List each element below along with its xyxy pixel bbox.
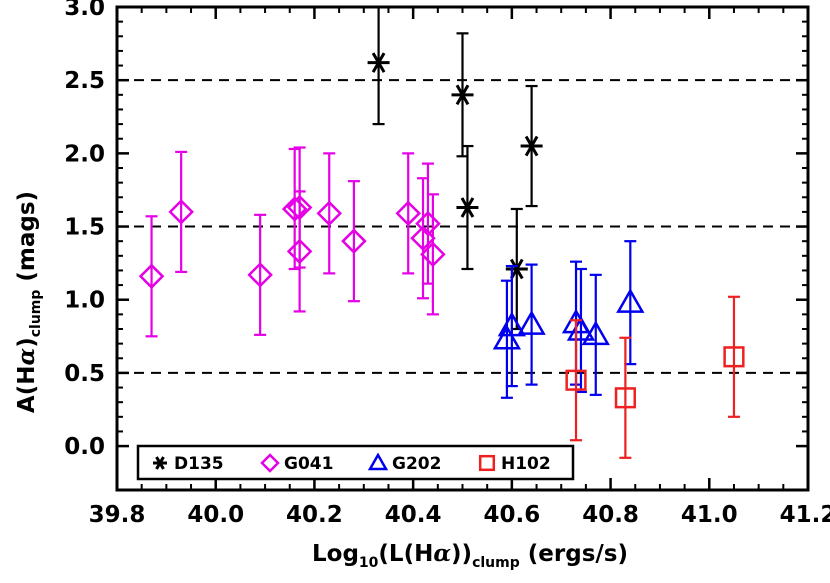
plot-frame [115, 5, 810, 492]
series-d135 [367, 7, 543, 331]
y-tick-label-6: 3.0 [64, 0, 105, 21]
data-point-d135-4 [505, 258, 528, 280]
data-point-g202-2 [517, 310, 546, 335]
legend-label-d135: D135 [174, 454, 224, 474]
y-tick-label-1: 0.5 [64, 361, 105, 387]
x-tick-label-3: 40.4 [385, 502, 442, 528]
data-point-h102-0 [565, 369, 587, 391]
data-point-g041-11 [420, 241, 446, 268]
legend-marker-d135 [153, 456, 167, 470]
data-point-d135-0 [367, 52, 390, 73]
x-tick-label-7: 41.2 [780, 502, 830, 528]
x-tick-label-0: 39.8 [89, 502, 146, 528]
data-point-g202-5 [581, 320, 610, 346]
data-point-h102-2 [723, 346, 745, 368]
legend-label-g041: G041 [284, 454, 333, 474]
x-axis-title: Log10(L(Hα))clump (ergs/s) [312, 540, 628, 571]
y-axis-title: A(Hα)clump (mags) [13, 191, 44, 413]
asterisk-stroke [455, 84, 470, 106]
legend-label-h102: H102 [501, 454, 551, 474]
y-tick-label-4: 2.0 [64, 141, 105, 167]
legend-box [136, 444, 575, 481]
data-point-g041-0 [138, 263, 165, 290]
y-tick-label-3: 1.5 [64, 215, 105, 241]
y-tick-label-5: 2.5 [64, 68, 105, 94]
x-tick-label-2: 40.2 [286, 502, 343, 528]
legend-marker-g202 [367, 452, 389, 471]
data-point-g041-6 [316, 200, 343, 227]
data-point-g041-10 [415, 210, 441, 237]
legend-marker-g041 [260, 453, 280, 473]
series-h102 [565, 295, 745, 459]
y-tick-label-0: 0.0 [64, 434, 105, 460]
series-g041 [138, 146, 446, 338]
asterisk-stroke [155, 456, 165, 470]
data-point-g041-8 [395, 200, 421, 227]
data-point-g202-1 [497, 311, 527, 337]
y-tick-label-2: 1.0 [64, 288, 105, 314]
data-point-g041-3 [281, 196, 308, 222]
data-point-g041-9 [410, 225, 436, 252]
data-point-g041-7 [341, 228, 367, 254]
x-tick-label-1: 40.0 [187, 502, 244, 528]
asterisk-stroke [460, 197, 475, 218]
legend-marker-h102 [478, 454, 496, 472]
data-point-g041-1 [168, 199, 194, 225]
data-point-g202-6 [616, 288, 645, 313]
data-point-d135-3 [520, 135, 543, 157]
legend-label-g202: G202 [392, 454, 441, 474]
data-point-g041-2 [247, 262, 273, 288]
x-tick-label-5: 40.8 [582, 502, 639, 528]
asterisk-stroke [524, 135, 539, 157]
x-tick-label-4: 40.6 [483, 502, 540, 528]
data-point-g041-5 [286, 238, 313, 265]
asterisk-stroke [371, 52, 386, 73]
x-tick-label-6: 41.0 [681, 502, 738, 528]
data-point-d135-2 [456, 197, 479, 218]
data-point-d135-1 [451, 84, 474, 106]
data-point-h102-1 [614, 387, 636, 409]
legend: D135 G041 G202 H102 [136, 444, 575, 481]
asterisk-stroke [509, 258, 524, 280]
